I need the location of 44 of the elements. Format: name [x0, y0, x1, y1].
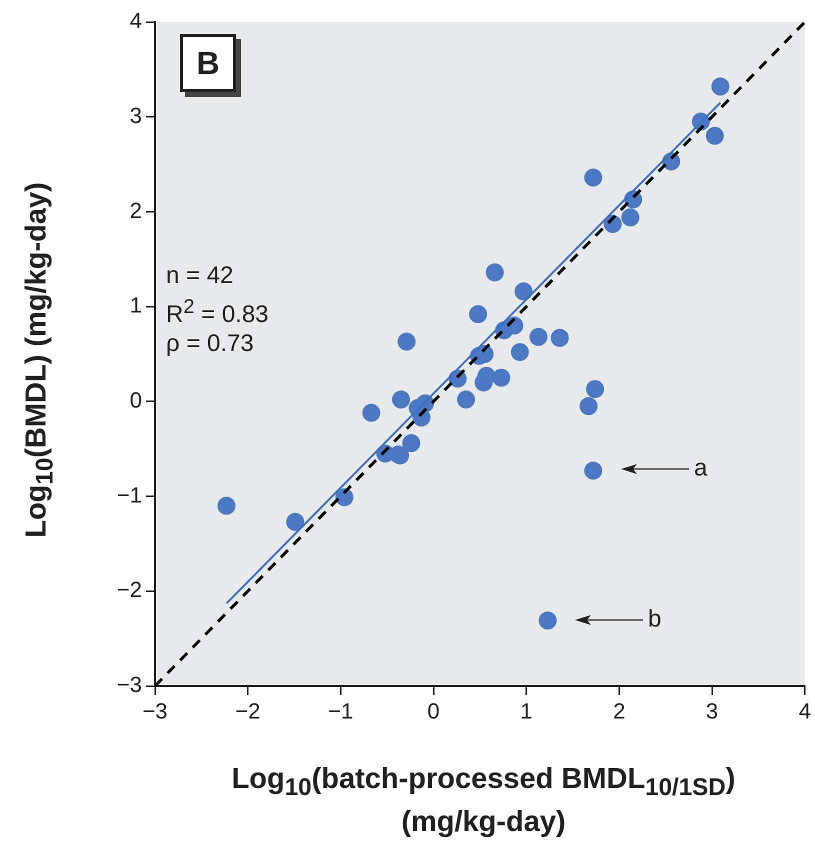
point — [486, 263, 504, 282]
x-tick-label: −1 — [328, 698, 354, 724]
x-tick-label: 3 — [706, 698, 718, 724]
point — [398, 332, 416, 351]
annotation: n = 42 — [166, 262, 234, 290]
y-tick-label: 1 — [130, 292, 142, 318]
annotation: b — [648, 606, 662, 633]
point — [514, 282, 533, 300]
point — [402, 434, 420, 452]
point — [621, 208, 640, 226]
annotation: B — [180, 34, 236, 92]
point — [457, 390, 476, 409]
point — [362, 404, 380, 422]
y-tick-label: 4 — [130, 8, 142, 34]
x-tick-label: −2 — [235, 698, 260, 724]
y-tick-label: 3 — [130, 102, 142, 128]
x-tick-label: 0 — [427, 698, 440, 724]
annotation: a — [694, 454, 708, 482]
point — [550, 328, 569, 347]
point — [711, 78, 730, 96]
y-tick-label: −1 — [116, 482, 142, 508]
point — [217, 496, 236, 515]
point — [538, 612, 557, 630]
x-tick-label: 4 — [798, 698, 812, 724]
point — [469, 305, 488, 324]
point — [510, 343, 529, 362]
x-tick-label: 1 — [520, 698, 532, 724]
point — [580, 397, 598, 416]
annotation: ρ = 0.73 — [166, 330, 254, 358]
y-tick-label: −3 — [116, 672, 142, 698]
point — [586, 380, 604, 398]
point — [706, 126, 724, 145]
point — [392, 390, 410, 409]
point — [529, 328, 548, 346]
y-tick-label: 2 — [130, 198, 142, 223]
point — [584, 168, 602, 187]
point — [492, 368, 510, 387]
text: Log$_{10}$(batch-processed BMDL$_{10/1SD}$) (mg/kg-day) — [232, 763, 736, 838]
y-tick-label: 0 — [130, 387, 142, 412]
point — [286, 512, 304, 531]
point — [584, 462, 602, 480]
x-tick-label: 2 — [613, 698, 626, 724]
annotation: R$^{2}$ = 0.83 — [166, 296, 269, 329]
y-tick-label: −2 — [116, 577, 142, 602]
